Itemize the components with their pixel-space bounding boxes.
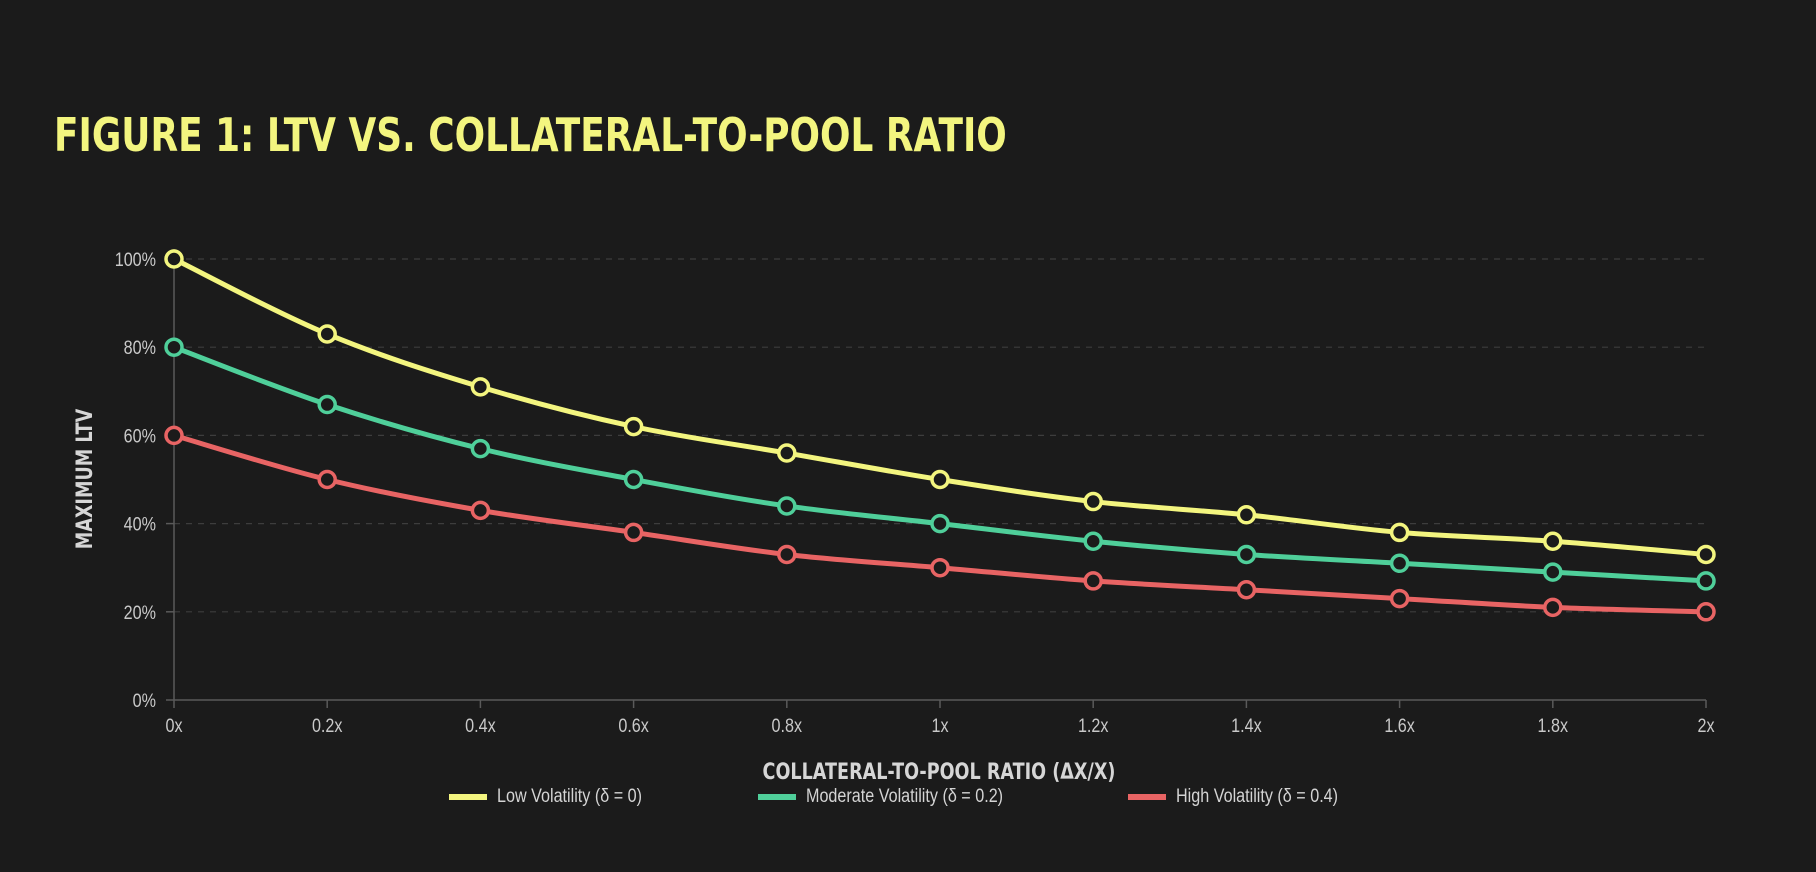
data-point — [1696, 602, 1716, 622]
y-tick-label: 0% — [133, 690, 157, 712]
y-tick-label: 100% — [115, 249, 157, 271]
y-axis-title: MAXIMUM LTV — [72, 408, 97, 549]
data-point — [470, 500, 491, 521]
x-tick-label: 1.8x — [1538, 715, 1569, 737]
data-point — [1543, 531, 1563, 551]
x-tick-label: 1.6x — [1384, 715, 1415, 737]
chart-title: FIGURE 1: LTV VS. COLLATERAL-TO-POOL RAT… — [54, 108, 1007, 162]
y-tick-label: 60% — [124, 425, 157, 447]
series-line-1 — [171, 344, 1709, 584]
legend-swatch — [1127, 794, 1166, 800]
data-point — [1543, 597, 1563, 618]
data-point — [1236, 505, 1257, 525]
data-point — [317, 324, 337, 344]
y-tick-label: 40% — [124, 513, 157, 535]
legend-swatch — [758, 794, 797, 800]
y-tick-label: 20% — [124, 602, 157, 624]
x-tick-label: 1x — [931, 715, 948, 737]
x-tick-label: 1.4x — [1231, 715, 1262, 737]
data-point — [164, 337, 184, 357]
data-point — [930, 557, 950, 578]
data-point — [623, 416, 644, 437]
legend-item[interactable]: High Volatility (δ = 0.4) — [1127, 786, 1367, 808]
data-point — [1389, 522, 1410, 543]
data-point — [1083, 531, 1103, 551]
x-tick-label: 0.8x — [772, 715, 803, 737]
data-point — [1236, 580, 1257, 600]
data-point — [317, 394, 337, 415]
x-tick-label: 0x — [165, 715, 182, 737]
data-point — [777, 443, 797, 463]
legend: Low Volatility (δ = 0) Moderate Volatilit… — [0, 786, 1816, 808]
data-point — [470, 438, 491, 459]
data-point — [930, 513, 950, 534]
legend-swatch — [449, 794, 488, 800]
data-point — [1696, 571, 1716, 591]
x-tick-label: 0.2x — [312, 715, 343, 737]
data-point — [930, 469, 950, 490]
legend-label: High Volatility (δ = 0.4) — [1175, 786, 1338, 807]
series-line-0 — [171, 256, 1709, 557]
data-point — [1083, 491, 1103, 512]
data-point — [623, 469, 644, 490]
data-point — [164, 425, 184, 446]
data-point — [777, 496, 797, 516]
x-tick-label: 1.2x — [1078, 715, 1109, 737]
data-point — [470, 377, 491, 397]
data-point — [1236, 544, 1257, 565]
legend-item[interactable]: Moderate Volatility (δ = 0.2) — [758, 786, 1038, 808]
x-tick-label: 0.4x — [465, 715, 496, 737]
legend-label: Low Volatility (δ = 0) — [497, 786, 643, 807]
x-tick-label: 2x — [1697, 715, 1714, 737]
data-point — [1696, 544, 1716, 565]
data-point — [317, 469, 337, 490]
data-point — [1543, 562, 1563, 582]
x-tick-label: 0.6x — [618, 715, 649, 737]
data-point — [1389, 588, 1410, 609]
data-point — [777, 544, 797, 565]
legend-label: Moderate Volatility (δ = 0.2) — [806, 786, 1004, 807]
legend-item[interactable]: Low Volatility (δ = 0) — [449, 786, 668, 808]
y-tick-label: 80% — [124, 337, 157, 359]
data-point — [623, 522, 644, 543]
data-point — [164, 249, 184, 269]
data-point — [1389, 553, 1410, 574]
data-point — [1083, 571, 1103, 591]
x-axis-title: COLLATERAL-TO-POOL RATIO (ΔX/X) — [763, 759, 1116, 784]
